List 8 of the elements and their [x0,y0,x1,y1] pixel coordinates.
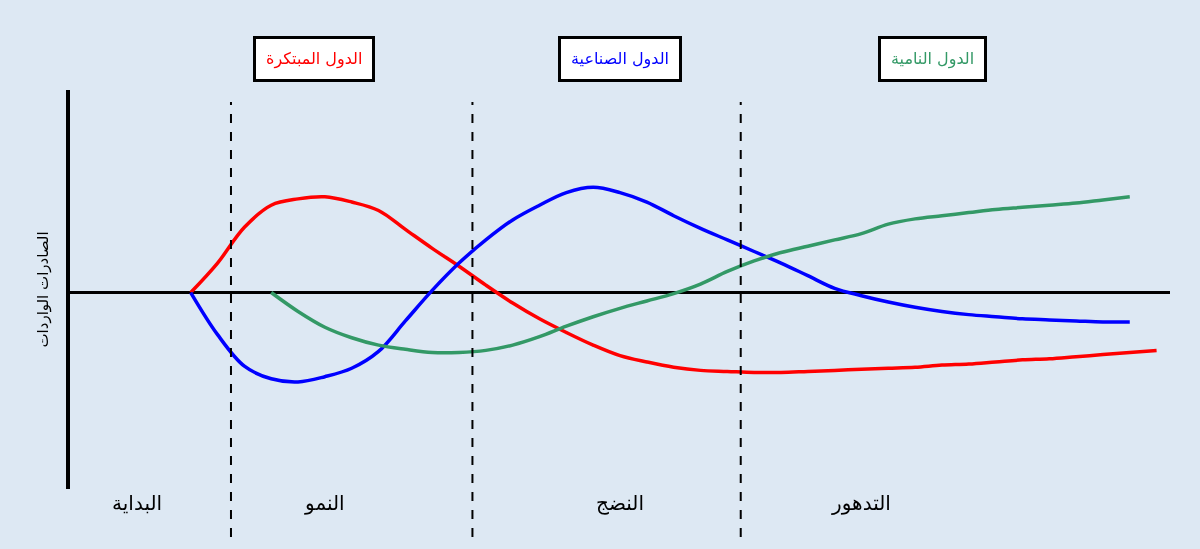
text: الدول الصناعية [571,49,670,69]
text: الدول النامية [891,49,975,69]
text: الدول المبتكرة [266,49,363,69]
x-tick-label: البداية [112,491,163,515]
y-axis-title: الصادرات الواردات [33,231,52,348]
x-tick-label: النمو [304,491,345,515]
x-tick-label: النضج [596,491,644,515]
x-tick-label: التدهور [831,491,891,515]
